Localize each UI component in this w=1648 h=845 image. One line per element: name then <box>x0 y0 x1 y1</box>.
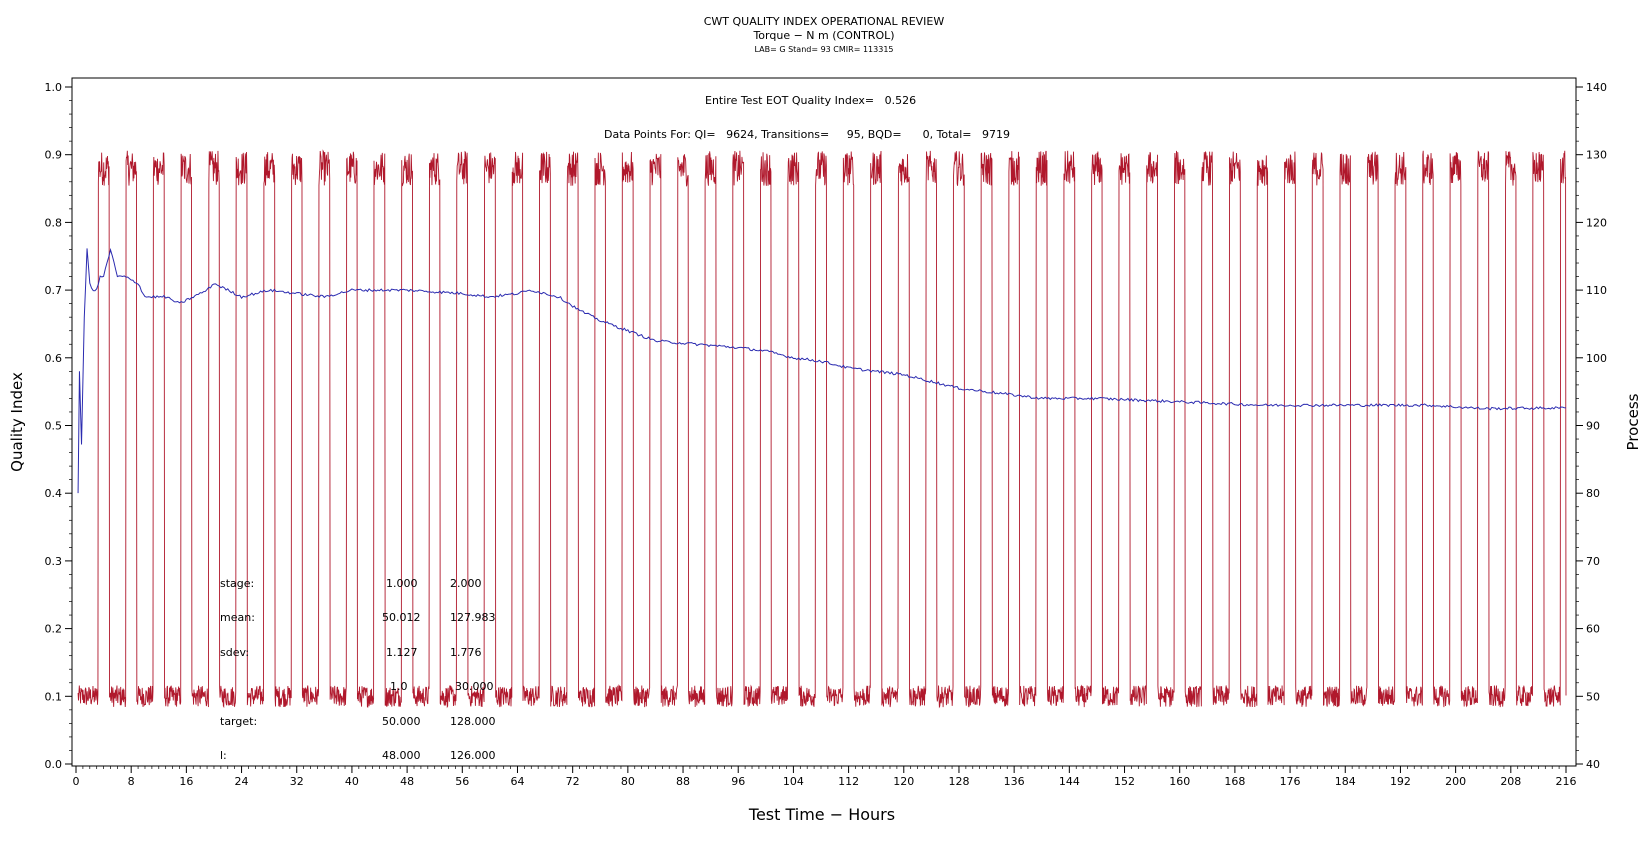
y-tick-label: 0.3 <box>45 555 63 568</box>
x-tick-label: 136 <box>1004 775 1025 788</box>
y2-tick-label: 80 <box>1586 487 1600 500</box>
stats-value: 1.0 <box>390 680 408 693</box>
x-tick-label: 152 <box>1114 775 1135 788</box>
x-tick-label: 184 <box>1335 775 1356 788</box>
x-tick-label: 72 <box>566 775 580 788</box>
chart-title: CWT QUALITY INDEX OPERATIONAL REVIEW <box>704 15 945 28</box>
x-tick-label: 64 <box>510 775 524 788</box>
stats-label: sdev: <box>220 646 249 659</box>
plot-frame <box>71 77 1577 767</box>
y-axis-label: Quality Index <box>8 372 26 472</box>
x-axis-label: Test Time − Hours <box>748 805 895 824</box>
x-tick-label: 32 <box>290 775 304 788</box>
stats-table: stage: 1.000 2.000 mean: 50.012 127.983 … <box>220 577 496 762</box>
y-tick-label: 0.6 <box>45 352 63 365</box>
stats-value: 1.776 <box>450 646 482 659</box>
quality-index-series <box>77 247 1567 494</box>
y-tick-label: 0.1 <box>45 690 63 703</box>
stats-label: mean: <box>220 611 255 624</box>
x-tick-label: 16 <box>179 775 193 788</box>
quality-index-line <box>77 247 1567 494</box>
x-tick-label: 192 <box>1390 775 1411 788</box>
x-tick-label: 168 <box>1224 775 1245 788</box>
lab-line: LAB= G Stand= 93 CMIR= 113315 <box>754 45 893 54</box>
x-tick-label: 56 <box>455 775 469 788</box>
x-tick-label: 200 <box>1445 775 1466 788</box>
stats-value: 2.000 <box>450 577 482 590</box>
y-tick-label: 0.8 <box>45 216 63 229</box>
stats-value: 50.012 <box>382 611 421 624</box>
y2-tick-label: 130 <box>1586 149 1607 162</box>
data-points-annotation: Data Points For: QI= 9624, Transitions= … <box>604 128 1010 141</box>
stats-value: 1.127 <box>386 646 418 659</box>
stats-value: 127.983 <box>450 611 496 624</box>
x-tick-label: 208 <box>1500 775 1521 788</box>
stats-label: l: <box>220 749 227 762</box>
x-tick-label: 96 <box>731 775 745 788</box>
x-tick-label: 128 <box>948 775 969 788</box>
stats-value: 128.000 <box>450 715 496 728</box>
x-tick-label: 0 <box>73 775 80 788</box>
stats-label: stage: <box>220 577 254 590</box>
y2-tick-label: 70 <box>1586 555 1600 568</box>
y-tick-label: 0.4 <box>45 487 63 500</box>
y-tick-label: 1.0 <box>45 81 63 94</box>
y2-tick-label: 60 <box>1586 623 1600 636</box>
x-tick-label: 24 <box>235 775 249 788</box>
y-tick-label: 0.2 <box>45 623 63 636</box>
process-series <box>77 149 1567 709</box>
stats-value: 30.000 <box>455 680 494 693</box>
stats-value: 50.000 <box>382 715 421 728</box>
x-tick-label: 8 <box>128 775 135 788</box>
y2-tick-label: 100 <box>1586 352 1607 365</box>
y-tick-label: 0.9 <box>45 149 63 162</box>
x-tick-label: 88 <box>676 775 690 788</box>
stats-label: target: <box>220 715 257 728</box>
y-tick-label: 0.0 <box>45 758 63 771</box>
x-tick-label: 104 <box>783 775 804 788</box>
stats-value: 1.000 <box>386 577 418 590</box>
x-tick-label: 48 <box>400 775 414 788</box>
tick-layer: 0 8 16 24 32 40 48 56 64 72 80 88 96 104 112 120 128 136 1… <box>45 81 1608 788</box>
y2-axis-label: Process <box>1624 393 1642 450</box>
y2-tick-label: 120 <box>1586 216 1607 229</box>
x-tick-label: 160 <box>1169 775 1190 788</box>
chart-subtitle: Torque − N m (CONTROL) <box>752 29 894 42</box>
y2-tick-label: 90 <box>1586 420 1600 433</box>
x-tick-label: 216 <box>1556 775 1577 788</box>
x-tick-label: 144 <box>1059 775 1080 788</box>
y2-tick-label: 40 <box>1586 758 1600 771</box>
x-tick-label: 176 <box>1280 775 1301 788</box>
stats-value: 126.000 <box>450 749 496 762</box>
y-tick-label: 0.7 <box>45 284 63 297</box>
y2-tick-label: 140 <box>1586 81 1607 94</box>
y2-tick-label: 50 <box>1586 690 1600 703</box>
y-tick-label: 0.5 <box>45 420 63 433</box>
x-tick-label: 40 <box>345 775 359 788</box>
y2-tick-label: 110 <box>1586 284 1607 297</box>
process-line <box>77 149 1567 709</box>
x-tick-label: 120 <box>893 775 914 788</box>
x-tick-label: 112 <box>838 775 859 788</box>
x-tick-label: 80 <box>621 775 635 788</box>
eot-quality-annotation: Entire Test EOT Quality Index= 0.526 <box>705 94 916 107</box>
stats-value: 48.000 <box>382 749 421 762</box>
